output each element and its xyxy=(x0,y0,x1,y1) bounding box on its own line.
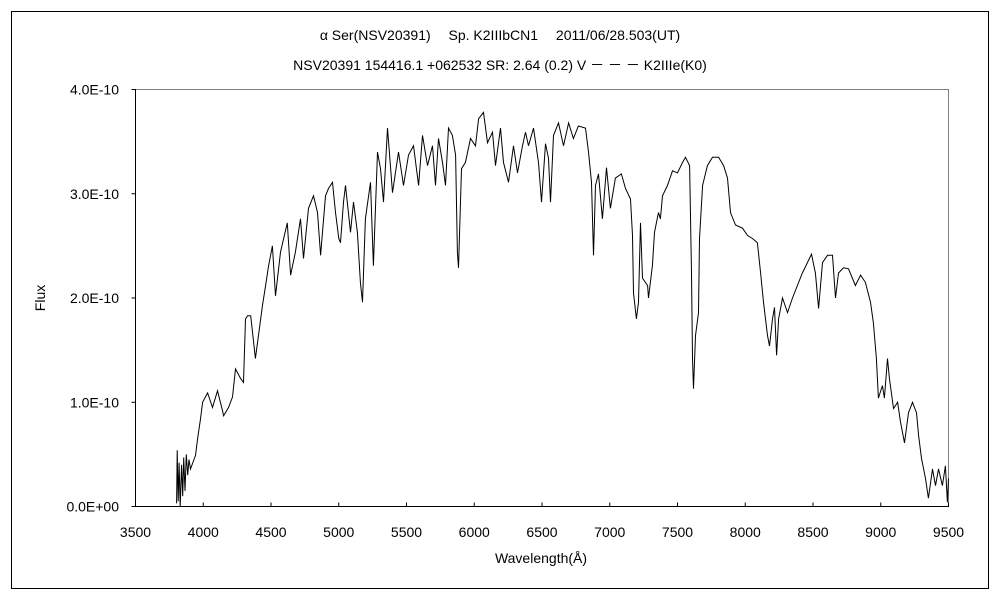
y-tick-label: 3.0E-10 xyxy=(70,186,119,202)
x-tick-label: 4500 xyxy=(255,524,286,540)
y-tick-label: 1.0E-10 xyxy=(70,394,119,410)
chart-title: α Ser(NSV20391) Sp. K2IIIbCN1 2011/06/28… xyxy=(320,27,680,43)
x-tick-label: 3500 xyxy=(120,524,151,540)
x-tick-label: 7500 xyxy=(662,524,693,540)
x-axis-label: Wavelength(Å) xyxy=(495,550,587,566)
outer-frame xyxy=(11,11,989,589)
x-tick-label: 9500 xyxy=(933,524,964,540)
y-tick-label: 2.0E-10 xyxy=(70,290,119,306)
x-tick-label: 8500 xyxy=(797,524,828,540)
x-tick-label: 9000 xyxy=(865,524,896,540)
x-tick-label: 8000 xyxy=(730,524,761,540)
x-tick-label: 7000 xyxy=(594,524,625,540)
x-tick-label: 4000 xyxy=(188,524,219,540)
y-tick-label: 4.0E-10 xyxy=(70,82,119,98)
x-tick-label: 6000 xyxy=(459,524,490,540)
y-axis-label: Flux xyxy=(32,285,48,311)
chart-subtitle: NSV20391 154416.1 +062532 SR: 2.64 (0.2)… xyxy=(293,57,707,73)
spectrum-line xyxy=(176,111,949,507)
x-tick-label: 5000 xyxy=(323,524,354,540)
x-tick-label: 5500 xyxy=(391,524,422,540)
x-tick-label: 6500 xyxy=(526,524,557,540)
y-tick-label: 0.0E+00 xyxy=(66,499,119,515)
